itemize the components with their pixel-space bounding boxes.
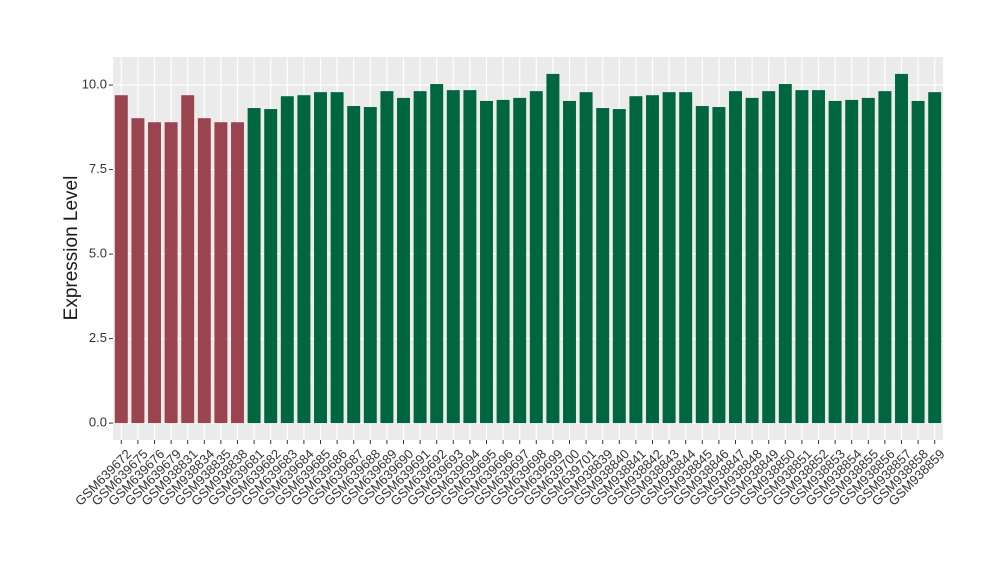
bar <box>314 92 327 424</box>
bar <box>612 109 626 424</box>
bar <box>148 122 161 424</box>
bar <box>546 73 560 424</box>
bar <box>563 100 576 424</box>
bar <box>911 100 925 424</box>
bar <box>762 91 776 424</box>
bar <box>529 91 543 424</box>
bar <box>197 118 211 424</box>
bar <box>695 106 709 424</box>
bar <box>861 97 875 424</box>
bar <box>712 107 726 424</box>
bar <box>895 73 908 424</box>
bar <box>363 107 377 424</box>
bar <box>480 100 493 424</box>
y-axis-title: Expression Level <box>61 176 82 321</box>
bar <box>280 96 294 424</box>
bar <box>579 92 593 424</box>
bar <box>596 108 610 424</box>
bar <box>264 109 278 424</box>
bar <box>164 122 178 424</box>
bar <box>330 92 344 424</box>
bar <box>928 92 942 424</box>
bar <box>729 91 742 424</box>
bar <box>214 122 228 424</box>
bar <box>795 90 809 424</box>
bar <box>413 91 427 424</box>
bar <box>430 84 444 424</box>
bar <box>513 97 527 424</box>
y-tick-label: 10.0 <box>82 76 107 91</box>
bar <box>828 100 842 424</box>
y-tick-label: 7.5 <box>89 161 107 176</box>
bar <box>347 106 361 424</box>
bar <box>297 95 311 424</box>
bar <box>231 122 244 424</box>
y-tick-label: 5.0 <box>89 246 107 261</box>
bar <box>181 95 195 424</box>
y-tick-label: 2.5 <box>89 330 107 345</box>
bar <box>662 92 676 424</box>
bar <box>114 95 128 424</box>
bar <box>496 99 510 424</box>
bar <box>878 91 892 424</box>
bar <box>131 118 145 424</box>
bar <box>845 99 859 424</box>
bar <box>679 92 693 424</box>
bar <box>446 90 460 424</box>
bar <box>778 84 792 424</box>
bar <box>745 97 759 424</box>
bar <box>812 90 825 424</box>
bar <box>247 108 261 424</box>
bar <box>646 95 659 424</box>
bar <box>629 96 643 424</box>
bar <box>380 91 394 424</box>
y-tick-label: 0.0 <box>89 415 107 430</box>
bar <box>397 97 410 424</box>
bar <box>463 90 477 424</box>
